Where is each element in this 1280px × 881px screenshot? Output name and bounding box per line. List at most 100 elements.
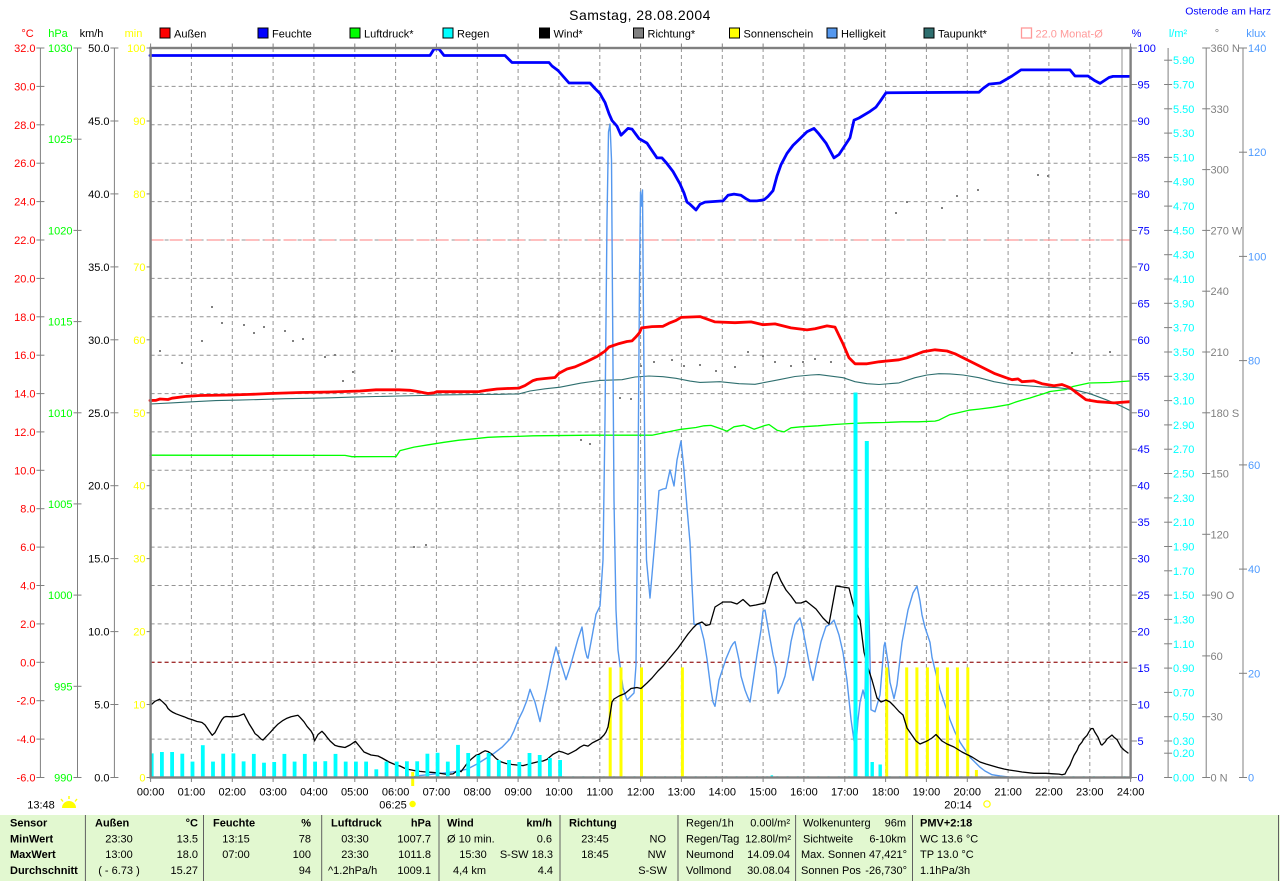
svg-text:Außen: Außen — [95, 818, 130, 830]
svg-text:20: 20 — [1138, 627, 1150, 639]
svg-text:70: 70 — [1138, 262, 1150, 274]
svg-text:1.30: 1.30 — [1173, 614, 1194, 626]
svg-text:20:00: 20:00 — [954, 787, 982, 799]
svg-text:5.90: 5.90 — [1173, 55, 1194, 67]
svg-text:%: % — [1132, 28, 1142, 40]
svg-text:TP 13.0 °C: TP 13.0 °C — [920, 849, 974, 861]
svg-text:Sonnenschein: Sonnenschein — [744, 29, 814, 41]
svg-text:90: 90 — [1138, 116, 1150, 128]
svg-text:14.0: 14.0 — [14, 389, 35, 401]
svg-text:05:00: 05:00 — [341, 787, 369, 799]
svg-text:18.0: 18.0 — [14, 312, 35, 324]
svg-text:1005: 1005 — [48, 499, 72, 511]
svg-text:180 S: 180 S — [1211, 408, 1240, 420]
svg-text:4.70: 4.70 — [1173, 201, 1194, 213]
svg-text:80: 80 — [133, 189, 145, 201]
svg-text:35.0: 35.0 — [88, 262, 109, 274]
svg-text:13.5: 13.5 — [177, 833, 198, 845]
svg-text:( - 6.73 ): ( - 6.73 ) — [98, 865, 140, 877]
svg-text:Richtung*: Richtung* — [648, 29, 696, 41]
svg-text:13:00: 13:00 — [105, 849, 133, 861]
svg-text:km/h: km/h — [526, 818, 552, 830]
svg-text:klux: klux — [1246, 28, 1266, 40]
svg-text:0.6: 0.6 — [537, 833, 552, 845]
svg-text:0.0: 0.0 — [94, 773, 109, 785]
svg-text:Außen: Außen — [174, 29, 206, 41]
svg-text:19:00: 19:00 — [913, 787, 941, 799]
svg-text:20: 20 — [133, 627, 145, 639]
svg-text:2.10: 2.10 — [1173, 517, 1194, 529]
svg-text:06:00: 06:00 — [382, 787, 410, 799]
svg-text:55: 55 — [1138, 371, 1150, 383]
svg-text:S-SW: S-SW — [638, 865, 667, 877]
svg-text:NW: NW — [648, 849, 667, 861]
svg-text:0.00l/m²: 0.00l/m² — [750, 818, 790, 830]
svg-text:6-10km: 6-10km — [869, 833, 906, 845]
svg-text:26.0: 26.0 — [14, 158, 35, 170]
svg-text:120: 120 — [1248, 147, 1266, 159]
svg-text:4.4: 4.4 — [538, 865, 553, 877]
svg-text:km/h: km/h — [80, 28, 104, 40]
svg-text:140: 140 — [1248, 43, 1266, 55]
svg-text:4.10: 4.10 — [1173, 274, 1194, 286]
svg-text:Neumond: Neumond — [686, 849, 734, 861]
svg-text:hPa: hPa — [48, 28, 68, 40]
svg-text:06:25: 06:25 — [379, 800, 407, 812]
svg-text:07:00: 07:00 — [222, 849, 250, 861]
svg-text:300: 300 — [1211, 165, 1229, 177]
svg-text:5.50: 5.50 — [1173, 104, 1194, 116]
svg-text:30.0: 30.0 — [88, 335, 109, 347]
svg-text:Regen/Tag: Regen/Tag — [686, 833, 739, 845]
svg-text:1011.8: 1011.8 — [398, 849, 431, 861]
svg-text:0.90: 0.90 — [1173, 663, 1194, 675]
svg-text:0.20: 0.20 — [1173, 748, 1194, 760]
svg-text:3.70: 3.70 — [1173, 323, 1194, 335]
svg-text:Sichtweite: Sichtweite — [803, 833, 853, 845]
svg-text:47,421°: 47,421° — [869, 849, 907, 861]
svg-text:100: 100 — [293, 849, 311, 861]
svg-text:20.0: 20.0 — [88, 481, 109, 493]
svg-text:Max. Sonnen: Max. Sonnen — [801, 849, 866, 861]
svg-text:3.30: 3.30 — [1173, 371, 1194, 383]
svg-text:8.0: 8.0 — [20, 504, 35, 516]
svg-text:95: 95 — [1138, 80, 1150, 92]
svg-text:100: 100 — [127, 43, 145, 55]
svg-text:09:00: 09:00 — [504, 787, 532, 799]
svg-text:65: 65 — [1138, 298, 1150, 310]
svg-text:2.0: 2.0 — [20, 619, 35, 631]
svg-text:30: 30 — [1138, 554, 1150, 566]
svg-text:18:45: 18:45 — [581, 849, 609, 861]
svg-text:16.0: 16.0 — [14, 350, 35, 362]
svg-text:07:00: 07:00 — [423, 787, 451, 799]
svg-text:12.0: 12.0 — [14, 427, 35, 439]
svg-text:-26,730°: -26,730° — [865, 865, 907, 877]
svg-text:4.90: 4.90 — [1173, 177, 1194, 189]
svg-text:60: 60 — [133, 335, 145, 347]
svg-text:40: 40 — [1138, 481, 1150, 493]
svg-text:hPa: hPa — [411, 818, 432, 830]
svg-text:60: 60 — [1248, 460, 1260, 472]
svg-text:NO: NO — [650, 833, 667, 845]
svg-text:30: 30 — [1211, 712, 1223, 724]
svg-text:min: min — [125, 28, 143, 40]
svg-text:21:00: 21:00 — [994, 787, 1022, 799]
svg-text:80: 80 — [1138, 189, 1150, 201]
svg-text:100: 100 — [1138, 43, 1156, 55]
svg-text:10.0: 10.0 — [88, 627, 109, 639]
svg-text:15.27: 15.27 — [170, 865, 198, 877]
svg-text:50: 50 — [1138, 408, 1150, 420]
svg-text:Richtung: Richtung — [569, 818, 617, 830]
svg-text:Taupunkt*: Taupunkt* — [938, 29, 988, 41]
svg-text:995: 995 — [54, 681, 72, 693]
svg-text:16:00: 16:00 — [790, 787, 818, 799]
svg-text:22:00: 22:00 — [1035, 787, 1063, 799]
svg-text:0: 0 — [1138, 773, 1144, 785]
svg-text:23:30: 23:30 — [341, 849, 369, 861]
svg-text:5.0: 5.0 — [94, 700, 109, 712]
svg-text:Luftdruck*: Luftdruck* — [364, 29, 414, 41]
svg-text:15:30: 15:30 — [459, 849, 487, 861]
svg-text:90 O: 90 O — [1211, 590, 1235, 602]
svg-text:32.0: 32.0 — [14, 43, 35, 55]
svg-text:30: 30 — [133, 554, 145, 566]
svg-text:1009.1: 1009.1 — [397, 865, 431, 877]
